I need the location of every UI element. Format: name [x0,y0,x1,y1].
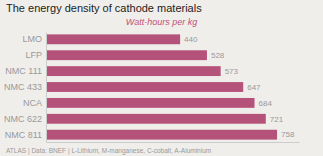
subtitle: Watt-hours per kg [126,17,197,27]
y-tick: NMC 811 [5,130,46,140]
data-label: 758 [281,130,295,139]
chart: The energy density of cathode materials W… [0,0,323,156]
x-axis [47,142,300,143]
title: The energy density of cathode materials [6,2,202,14]
y-tick: LMO [22,34,46,44]
background [0,0,323,156]
x-axis-line [47,142,300,143]
data-label: 573 [225,67,239,76]
y-tick: NCA [23,98,46,108]
bar [46,34,180,44]
y-tick: LFP [25,50,46,60]
bar [46,50,207,60]
y-tick-label: LMO [22,34,42,44]
bar [46,82,243,92]
bar [46,114,266,124]
plot: 440 528573 647 684 721 758 LMO LFP NMC 111 NMC 43… [4,33,300,143]
footer: ATLAS | Data: BNEF | L-Lithium, M-mangan… [6,147,211,155]
y-tick-label: NMC 811 [5,130,42,140]
bar [46,66,221,76]
bars [46,34,277,139]
y-tick: NMC 622 [4,114,46,124]
data-label: 721 [270,115,284,124]
data-labels: 440 528573 647 684 721 758 [184,35,295,139]
y-tick-label: LFP [25,50,42,60]
y-tick: NMC 433 [4,82,46,92]
y-tick-label: NMC 433 [4,82,42,92]
y-tick: NMC 111 [5,66,46,76]
y-tick-label: NMC 622 [4,114,42,124]
data-label: 528 [211,51,225,60]
y-tick-label: NCA [23,98,42,108]
data-label: 440 [184,35,198,44]
bar [46,98,254,108]
data-label: 647 [247,83,261,92]
y-axis-line [46,33,47,143]
bar [46,130,277,140]
y-axis: LMO LFP NMC 111 NMC 433 NCA NMC 622 NMC 811 [4,33,47,143]
y-tick-label: NMC 111 [5,66,42,76]
data-label: 684 [258,99,272,108]
